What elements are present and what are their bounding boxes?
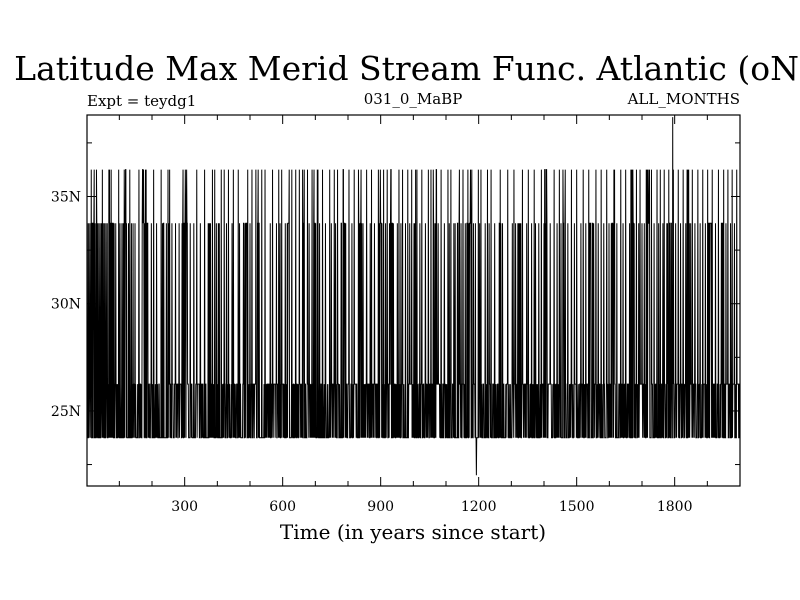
x-tick-label: 1800 bbox=[657, 499, 693, 515]
x-tick-label: 1500 bbox=[559, 499, 595, 515]
y-tick-label: 35N bbox=[51, 189, 81, 205]
minor-ticks bbox=[87, 115, 740, 486]
x-tick-label: 300 bbox=[171, 499, 198, 515]
x-tick-label: 900 bbox=[367, 499, 394, 515]
x-axis-ticks: 300 600 900 1200 1500 1800 bbox=[171, 115, 692, 515]
series-layer bbox=[86, 117, 740, 476]
chart-title: Latitude Max Merid Stream Func. Atlantic… bbox=[14, 49, 800, 88]
y-axis-ticks: 25N 30N 35N bbox=[51, 189, 740, 420]
y-tick-label: 25N bbox=[51, 404, 81, 420]
plot-frame bbox=[86, 114, 741, 487]
x-tick-label: 1200 bbox=[461, 499, 497, 515]
subtitle-months: ALL_MONTHS bbox=[627, 90, 740, 108]
subtitle-experiment: Expt = teydg1 bbox=[87, 92, 196, 110]
subtitle-period: 031_0_MaBP bbox=[364, 90, 463, 108]
y-tick-label: 30N bbox=[51, 297, 81, 313]
x-tick-label: 600 bbox=[269, 499, 296, 515]
series-line bbox=[86, 117, 740, 476]
x-axis-label: Time (in years since start) bbox=[280, 520, 546, 544]
